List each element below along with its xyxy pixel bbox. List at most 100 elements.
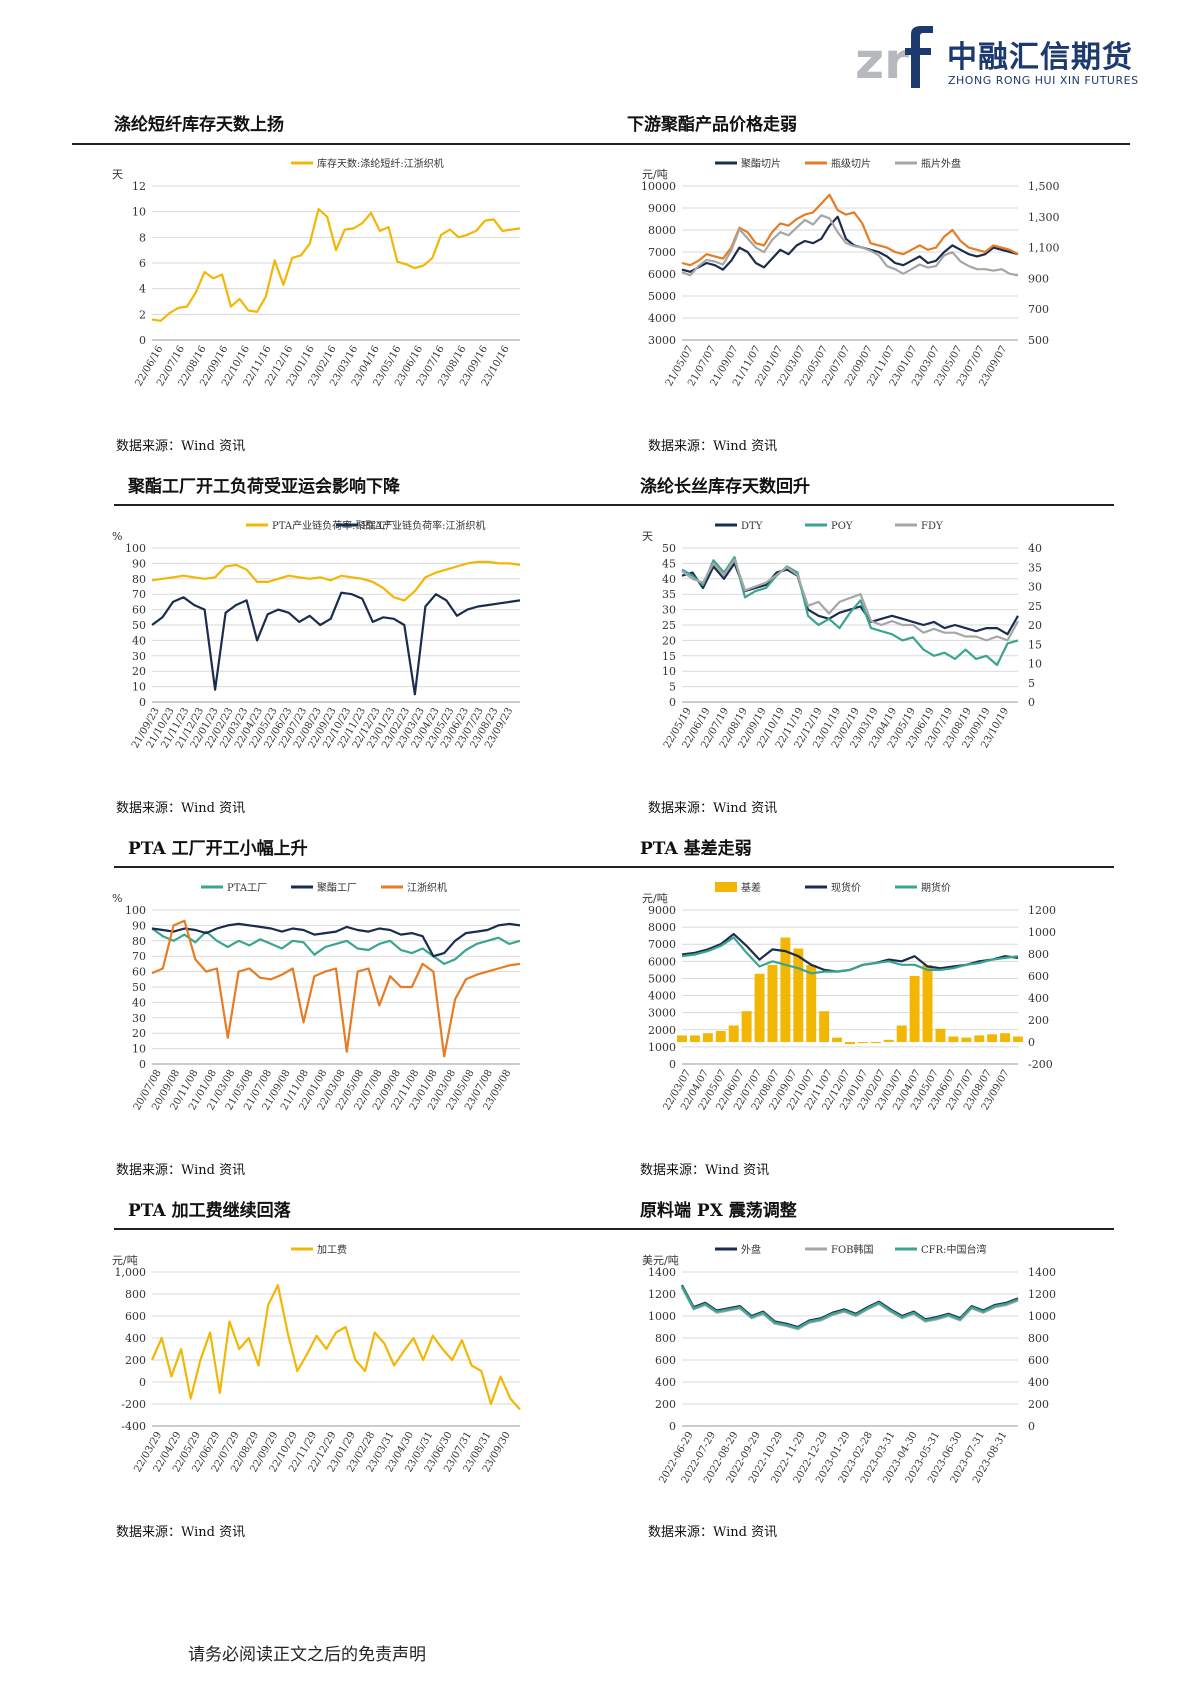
logo-mark-icon: zr bbox=[855, 26, 933, 88]
bar-mark bbox=[974, 1035, 985, 1042]
y-tick-label: 50 bbox=[662, 542, 676, 555]
legend-label: POY bbox=[831, 521, 853, 532]
legend-label: 期货价 bbox=[921, 881, 951, 894]
chart-stapel-fiber-inventory: 库存天数:涤纶短纤:江浙织机天02468101222/06/1622/07/16… bbox=[112, 157, 521, 388]
y-tick-label: 6 bbox=[139, 257, 146, 270]
y-tick-label: 20 bbox=[132, 1027, 146, 1040]
bar-mark bbox=[922, 965, 933, 1042]
y-tick-label: 5000 bbox=[648, 290, 676, 303]
y-tick-label: 1,000 bbox=[115, 1266, 147, 1279]
y-axis-unit: % bbox=[112, 892, 122, 905]
y-tick-label: 200 bbox=[655, 1398, 676, 1411]
y2-tick-label: 800 bbox=[1028, 948, 1049, 961]
y-tick-label: 4 bbox=[139, 283, 146, 296]
chart-pta-plant-load: PTA工厂 聚酯工厂 江浙织机%010203040506070809010020/0… bbox=[112, 881, 521, 1112]
y-tick-label: 30 bbox=[662, 604, 676, 617]
y2-tick-label: 40 bbox=[1028, 542, 1042, 555]
bar-mark bbox=[819, 1011, 830, 1042]
y-axis-unit: 元/吨 bbox=[642, 892, 668, 905]
bar-mark bbox=[754, 973, 765, 1042]
y-tick-label: 9000 bbox=[648, 904, 676, 917]
y2-tick-label: 600 bbox=[1028, 1354, 1049, 1367]
chart-legend: 基差 现货价 期货价 bbox=[715, 881, 951, 894]
y-tick-label: 100 bbox=[125, 904, 146, 917]
y2-tick-label: 1200 bbox=[1028, 904, 1056, 917]
chart-legend: PTA工厂 聚酯工厂 江浙织机 bbox=[201, 881, 447, 894]
y2-tick-label: 1,300 bbox=[1028, 211, 1060, 224]
y-tick-label: 6000 bbox=[648, 268, 676, 281]
y2-tick-label: 35 bbox=[1028, 561, 1042, 574]
y-axis-unit: 天 bbox=[642, 530, 653, 543]
panel-title: 原料端 PX 震荡调整 bbox=[640, 1201, 797, 1221]
series-line bbox=[681, 214, 1019, 277]
y-tick-label: 90 bbox=[132, 557, 146, 570]
legend-label: 瓶片外盘 bbox=[921, 157, 961, 170]
legend-label: 加工费 bbox=[317, 1243, 347, 1256]
y-tick-label: 0 bbox=[139, 1058, 146, 1071]
data-source: 数据来源：Wind 资讯 bbox=[116, 1163, 246, 1178]
bar-mark bbox=[883, 1039, 894, 1042]
y-tick-label: -400 bbox=[121, 1420, 146, 1433]
y-tick-label: 400 bbox=[125, 1332, 146, 1345]
y2-tick-label: 0 bbox=[1028, 696, 1035, 709]
y-tick-label: 90 bbox=[132, 919, 146, 932]
legend-label: 基差 bbox=[741, 881, 761, 894]
y2-tick-label: 5 bbox=[1028, 677, 1035, 690]
data-source: 数据来源：Wind 资讯 bbox=[116, 439, 246, 454]
legend-label: CFR:中国台湾 bbox=[921, 1243, 987, 1256]
svg-text:zr: zr bbox=[855, 32, 909, 88]
footer-disclaimer: 请务必阅读正文之后的免责声明 bbox=[188, 1645, 426, 1665]
y-axis-unit: 天 bbox=[112, 168, 123, 181]
y-axis-unit: 美元/吨 bbox=[642, 1254, 679, 1267]
series-line bbox=[151, 207, 521, 322]
data-source: 数据来源：Wind 资讯 bbox=[648, 1525, 778, 1540]
y2-tick-label: 900 bbox=[1028, 272, 1049, 285]
legend-label: PTA产业链负荷率:聚酯工厂 bbox=[272, 519, 395, 532]
y-tick-label: 0 bbox=[139, 334, 146, 347]
chart-pta-basis: 基差 现货价 期货价元/吨01000200030004000500060007000… bbox=[642, 881, 1056, 1112]
bar-mark bbox=[715, 1031, 726, 1042]
y-tick-label: 3000 bbox=[648, 334, 676, 347]
y-tick-label: 10 bbox=[662, 665, 676, 678]
y2-tick-label: 400 bbox=[1028, 1376, 1049, 1389]
y-tick-label: 600 bbox=[655, 1354, 676, 1367]
bar-mark bbox=[870, 1042, 881, 1044]
y-tick-label: 80 bbox=[132, 935, 146, 948]
bar-mark bbox=[935, 1028, 946, 1042]
y-tick-label: 1200 bbox=[648, 1288, 676, 1301]
panel-title: 涤纶短纤库存天数上扬 bbox=[114, 115, 284, 135]
series-line bbox=[681, 558, 1019, 642]
y-tick-label: 1000 bbox=[648, 1041, 676, 1054]
y-tick-label: 30 bbox=[132, 1012, 146, 1025]
section-divider bbox=[114, 1228, 1114, 1230]
legend-label: 现货价 bbox=[831, 881, 861, 894]
y-axis-unit: 元/吨 bbox=[642, 168, 668, 181]
y-tick-label: 800 bbox=[125, 1288, 146, 1301]
y2-tick-label: 1000 bbox=[1028, 1310, 1056, 1323]
y-tick-label: 20 bbox=[132, 665, 146, 678]
data-source: 数据来源：Wind 资讯 bbox=[116, 801, 246, 816]
panel-title: 涤纶长丝库存天数回升 bbox=[640, 477, 810, 497]
data-source: 数据来源：Wind 资讯 bbox=[648, 439, 778, 454]
legend-label: 库存天数:涤纶短纤:江浙织机 bbox=[317, 157, 444, 170]
panel-title: PTA 工厂开工小幅上升 bbox=[128, 839, 308, 859]
bar-mark bbox=[780, 937, 791, 1042]
y2-tick-label: 0 bbox=[1028, 1036, 1035, 1049]
chart-legend: DTY POY FDY bbox=[715, 521, 943, 532]
y-tick-label: 6000 bbox=[648, 955, 676, 968]
y2-tick-label: 15 bbox=[1028, 638, 1042, 651]
bar-mark bbox=[702, 1033, 713, 1042]
y-tick-label: 70 bbox=[132, 950, 146, 963]
bar-mark bbox=[793, 948, 804, 1042]
series-line bbox=[150, 1284, 521, 1411]
y-tick-label: 800 bbox=[655, 1332, 676, 1345]
y-tick-label: 10 bbox=[132, 681, 146, 694]
y-tick-label: 3000 bbox=[648, 1007, 676, 1020]
panel-title: 下游聚酯产品价格走弱 bbox=[627, 115, 797, 135]
y-tick-label: 200 bbox=[125, 1354, 146, 1367]
legend-label: 江浙织机 bbox=[407, 881, 447, 894]
y-tick-label: 4000 bbox=[648, 990, 676, 1003]
bar-mark bbox=[741, 1011, 752, 1042]
y-tick-label: 10 bbox=[132, 1043, 146, 1056]
